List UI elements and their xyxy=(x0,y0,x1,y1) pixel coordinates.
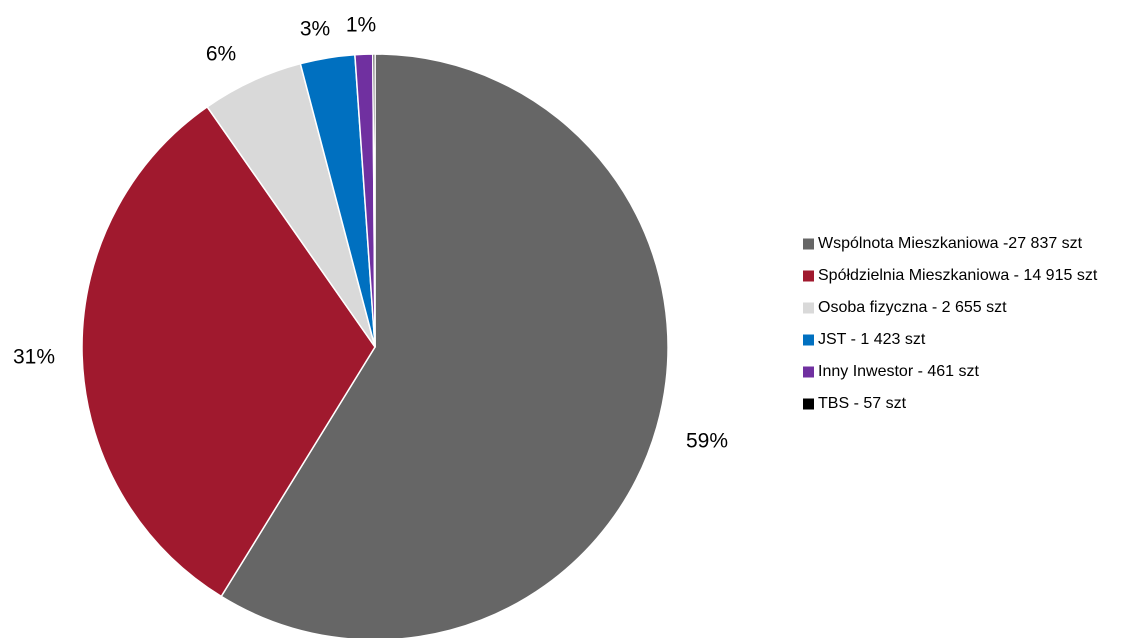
legend-item: Osoba fizyczna - 2 655 szt xyxy=(803,299,1007,316)
legend-swatch xyxy=(803,366,814,378)
legend-label: Wspólnota Mieszkaniowa -27 837 szt xyxy=(818,235,1083,252)
legend-item: TBS - 57 szt xyxy=(803,395,907,412)
legend-item: Wspólnota Mieszkaniowa -27 837 szt xyxy=(803,235,1083,252)
legend-item: Spółdzielnia Mieszkaniowa - 14 915 szt xyxy=(803,267,1098,284)
legend-item: JST - 1 423 szt xyxy=(803,331,926,348)
legend-swatch xyxy=(803,334,814,346)
legend-swatch xyxy=(803,238,814,250)
pie-slice xyxy=(372,53,376,348)
slice-percent-label: 31% xyxy=(13,346,55,369)
legend-label: JST - 1 423 szt xyxy=(818,331,926,348)
pie-percent-labels: 59% 31% 6% 3% 1% xyxy=(13,14,728,453)
pie-slice xyxy=(81,106,376,598)
legend-item: Inny Inwestor - 461 szt xyxy=(803,363,980,380)
legend-swatch xyxy=(803,302,814,314)
legend-label: Inny Inwestor - 461 szt xyxy=(818,363,980,380)
legend-swatch xyxy=(803,398,814,410)
slice-percent-label: 3% xyxy=(300,18,330,41)
slice-percent-label: 6% xyxy=(206,43,236,66)
slice-percent-label: 1% xyxy=(346,14,376,37)
legend-swatch xyxy=(803,270,814,282)
pie-slices xyxy=(81,53,669,641)
slice-percent-label: 59% xyxy=(686,430,728,453)
legend-label: Osoba fizyczna - 2 655 szt xyxy=(818,299,1007,316)
legend-label: TBS - 57 szt xyxy=(818,395,907,412)
legend-label: Spółdzielnia Mieszkaniowa - 14 915 szt xyxy=(818,267,1098,284)
legend: Wspólnota Mieszkaniowa -27 837 szt Spółdz… xyxy=(803,235,1098,412)
